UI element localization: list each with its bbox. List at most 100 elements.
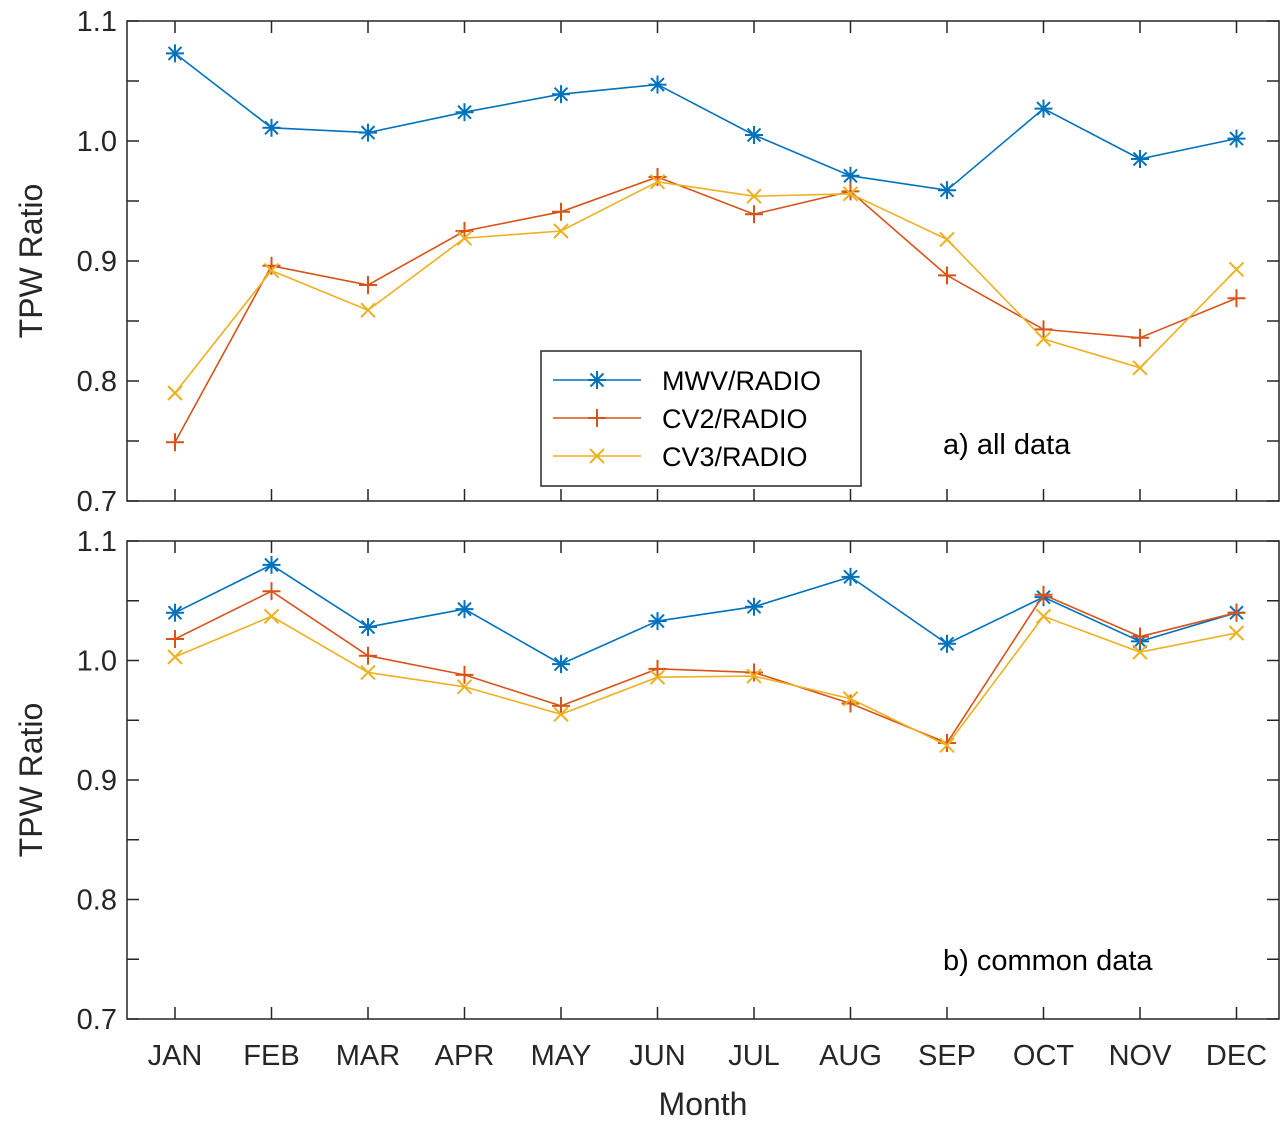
x-tick-label: NOV: [1109, 1040, 1173, 1072]
data-point-1: [262, 118, 281, 137]
data-point-3: [167, 649, 183, 665]
data-point-2: [1034, 585, 1053, 604]
data-point-3: [842, 186, 859, 202]
legend-marker: [588, 371, 606, 389]
x-tick-label: APR: [435, 1040, 495, 1072]
data-point-3: [746, 668, 762, 684]
data-point-3: [649, 174, 666, 190]
data-point-1: [1227, 129, 1246, 148]
data-point-1: [166, 603, 184, 622]
data-point-3: [1035, 331, 1052, 347]
series-line-1: [174, 563, 1237, 665]
x-tick-label: OCT: [1013, 1040, 1075, 1072]
data-point-3: [263, 608, 280, 624]
x-tick-label: MAR: [336, 1040, 400, 1072]
series-line-2: [174, 176, 1237, 443]
data-point-1: [262, 555, 281, 574]
x-tick-label: DEC: [1206, 1040, 1267, 1072]
data-point-3: [263, 262, 280, 279]
data-point-2: [938, 266, 956, 285]
legend-marker: [589, 448, 605, 464]
legend-entry: CV2/RADIO: [662, 404, 808, 434]
y-tick-label: 1.1: [77, 526, 117, 558]
data-point-3: [456, 230, 473, 246]
data-point-1: [359, 123, 377, 142]
legend-marker: [588, 409, 606, 427]
data-point-1: [745, 126, 763, 144]
panel-b-common-data: 0.7 0.8 0.9 1.0 1.1 JAN FEB MAR APR MAY JUN JUL AUG S…: [13, 526, 1280, 1121]
data-point-1: [938, 634, 956, 653]
y-tick-label: 0.7: [77, 1004, 117, 1036]
y-tick-label: 0.9: [77, 765, 117, 797]
data-point-2: [1034, 320, 1053, 339]
data-point-2: [648, 659, 667, 678]
legend: MWV/RADIO CV2/RADIO CV3/RADIO: [540, 350, 862, 487]
data-point-2: [1227, 603, 1246, 622]
data-point-2: [166, 629, 184, 648]
x-tick-label: AUG: [819, 1040, 882, 1072]
series-line-3: [174, 615, 1237, 747]
x-tick-label: SEP: [918, 1040, 976, 1072]
data-point-3: [842, 691, 859, 707]
data-point-1: [648, 75, 667, 94]
data-point-2: [745, 205, 763, 224]
data-point-3: [167, 385, 183, 401]
data-point-3: [746, 188, 762, 204]
data-point-2: [166, 433, 184, 452]
panel-annotation: b) common data: [943, 945, 1153, 977]
data-point-3: [1132, 360, 1148, 376]
data-point-1: [552, 655, 570, 674]
series-line-3: [174, 180, 1238, 394]
data-point-2: [1131, 328, 1149, 347]
panel-a-all-data: 0.7 0.8 0.9 1.0 1.1 TPW Ratio a) all data MWV/R…: [13, 6, 1280, 518]
data-point-2: [552, 202, 570, 221]
data-point-1: [648, 612, 667, 631]
series-line-1: [174, 52, 1237, 192]
data-point-3: [553, 223, 569, 239]
y-tick-label: 1.1: [77, 6, 117, 38]
x-tick-label: MAY: [531, 1040, 592, 1072]
y-tick-label: 1.0: [77, 126, 117, 158]
data-point-2: [745, 663, 763, 682]
y-tick-label: 0.7: [77, 486, 117, 518]
data-point-3: [649, 669, 666, 685]
data-point-3: [1132, 644, 1148, 660]
data-point-3: [1228, 625, 1245, 641]
data-point-1: [455, 600, 474, 619]
data-point-1: [1034, 99, 1053, 118]
panel-annotation: a) all data: [943, 429, 1071, 461]
y-tick-label: 0.9: [77, 246, 117, 278]
y-tick-label: 1.0: [77, 646, 117, 678]
legend-entry: CV3/RADIO: [662, 442, 808, 472]
legend-entry: MWV/RADIO: [662, 366, 821, 396]
data-point-2: [359, 646, 377, 665]
data-point-3: [360, 302, 376, 318]
data-point-1: [745, 597, 763, 616]
series-line-2: [174, 590, 1237, 744]
y-tick-label: 0.8: [77, 366, 117, 398]
data-point-2: [455, 665, 474, 684]
data-point-2: [262, 256, 281, 275]
data-point-2: [262, 582, 281, 601]
data-point-1: [841, 567, 860, 586]
data-point-2: [1131, 627, 1149, 646]
y-tick-label: 0.8: [77, 885, 117, 917]
data-point-1: [166, 44, 184, 63]
data-point-3: [1035, 608, 1052, 624]
x-axis-label: Month: [659, 1086, 748, 1121]
y-axis-label: TPW Ratio: [13, 184, 49, 339]
x-tick-label: FEB: [243, 1040, 299, 1072]
data-point-3: [456, 679, 473, 695]
data-point-3: [939, 737, 955, 754]
data-point-1: [841, 166, 860, 185]
data-point-2: [552, 696, 570, 715]
data-point-3: [360, 664, 376, 681]
data-point-2: [359, 276, 377, 294]
x-tick-label: JUN: [629, 1040, 685, 1072]
data-point-1: [455, 103, 474, 122]
data-point-2: [1227, 289, 1246, 308]
y-axis-label: TPW Ratio: [13, 703, 49, 858]
data-point-1: [552, 85, 570, 104]
data-point-1: [359, 618, 377, 637]
